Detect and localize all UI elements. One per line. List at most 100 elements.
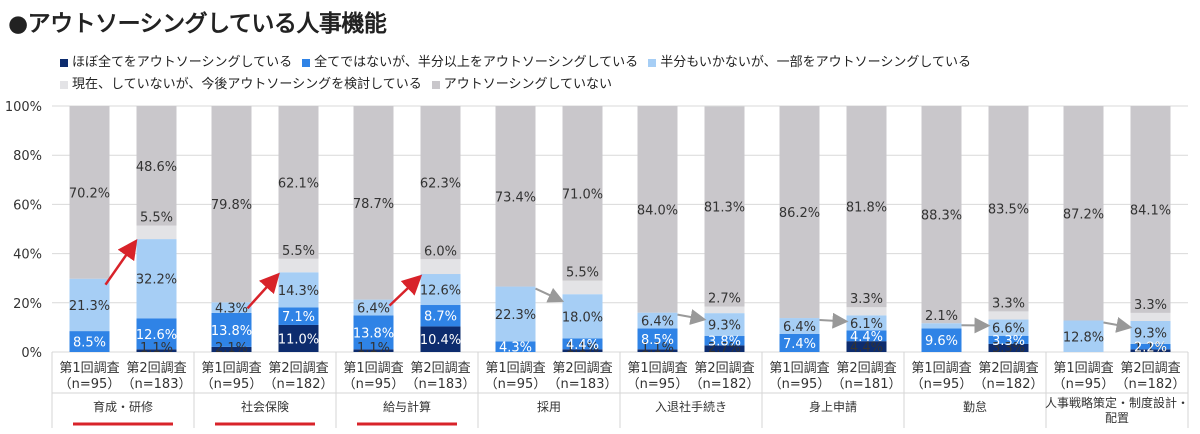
bar-segment <box>495 106 536 287</box>
data-label: 9.3% <box>708 319 741 334</box>
bar-segment <box>211 312 252 347</box>
bar-segment <box>846 341 887 352</box>
x-tick-label: 第2回調査 <box>268 361 328 376</box>
data-label: 18.0% <box>562 310 603 325</box>
data-label: 2.7% <box>708 291 741 306</box>
x-tick-label: 第1回調査 <box>485 361 545 376</box>
bar-segment <box>637 312 678 329</box>
legend-swatch <box>648 58 657 67</box>
bar-segment <box>278 258 319 273</box>
data-label: 2.1% <box>215 341 248 356</box>
trend-arrow <box>104 238 138 286</box>
bar-segment <box>921 106 962 324</box>
bar-segment <box>420 274 461 306</box>
y-tick-label: 80% <box>13 149 42 164</box>
data-label: 13.8% <box>353 326 394 341</box>
data-label: 2.7% <box>708 341 741 356</box>
bar-segment <box>278 307 319 325</box>
group-label: 社会保険 <box>241 399 289 414</box>
trend-arrow <box>388 274 423 307</box>
bar-segment <box>353 349 394 352</box>
data-label: 4.3% <box>499 341 532 356</box>
legend-label: ほぼ全てをアウトソーシングしている <box>72 55 293 70</box>
group-label: 勤怠 <box>963 400 987 414</box>
legend-label: 半分もいかないが、一部をアウトソーシングしている <box>660 55 972 70</box>
bar-segment <box>69 278 110 332</box>
bar-segment <box>779 106 820 319</box>
bar-segment <box>1130 106 1171 313</box>
bar-segment <box>704 306 745 314</box>
data-label: 83.5% <box>988 203 1029 218</box>
legend-swatch <box>431 80 440 89</box>
data-label: 13.8% <box>211 324 252 339</box>
data-label: 71.0% <box>562 187 603 202</box>
bar-segment <box>136 349 177 352</box>
data-label: 6.1% <box>850 317 883 332</box>
x-tick-label: 第1回調査 <box>911 361 971 376</box>
bar-segment <box>779 318 820 334</box>
bar-segment <box>562 294 603 339</box>
bar-segment <box>704 106 745 307</box>
y-tick-label: 100% <box>5 100 42 115</box>
x-tick-label: 第2回調査 <box>694 361 754 376</box>
data-label: 3.3% <box>992 296 1025 311</box>
bar-segment <box>704 336 745 346</box>
bar-segment <box>278 324 319 352</box>
legend-item: 現在、していないが、今後アウトソーシングを検討している <box>60 74 422 96</box>
trend-arrow <box>246 272 280 310</box>
legend-item: 半分もいかないが、一部をアウトソーシングしている <box>648 52 971 74</box>
data-label: 62.3% <box>420 177 461 192</box>
data-label: 78.7% <box>353 197 394 212</box>
x-tick-label: 第2回調査 <box>126 361 186 376</box>
bar-segment <box>637 106 678 313</box>
data-label: 32.2% <box>136 273 177 288</box>
legend-swatch <box>60 80 68 89</box>
x-tick-label: 第1回調査 <box>59 361 119 376</box>
bar-segment <box>420 259 461 275</box>
legend-label: アウトソーシングしていない <box>443 77 613 92</box>
data-label: 12.6% <box>420 284 461 299</box>
data-label: 12.6% <box>136 328 177 343</box>
data-label: 12.8% <box>1063 330 1104 345</box>
bar-segment <box>562 338 603 350</box>
x-tick-label: 第1回調査 <box>627 361 687 376</box>
bar-segment <box>704 345 745 352</box>
bar-segment <box>988 106 1029 312</box>
bar-segment <box>988 343 1029 352</box>
trend-arrow <box>1103 317 1133 333</box>
group-label: 育成・研修 <box>93 399 153 414</box>
data-label: 4.4% <box>850 341 883 356</box>
bar-segment <box>278 272 319 308</box>
trend-arrow <box>677 309 707 325</box>
data-label: 84.1% <box>1130 203 1171 218</box>
x-tick-n: （n=95） <box>343 377 405 392</box>
data-label: 6.4% <box>783 320 816 335</box>
data-label: 62.1% <box>278 176 319 191</box>
data-label: 5.5% <box>140 211 173 226</box>
x-tick-label: 第2回調査 <box>552 361 612 376</box>
x-tick-n: （n=95） <box>59 377 121 392</box>
legend-label: 全てではないが、半分以上をアウトソーシングしている <box>314 55 639 70</box>
bar-segment <box>495 341 536 352</box>
legend-item: アウトソーシングしていない <box>431 74 613 96</box>
x-tick-label: 第2回調査 <box>410 361 470 376</box>
data-label: 22.3% <box>495 308 536 323</box>
bar-segment <box>637 328 678 350</box>
x-tick-label: 第1回調査 <box>201 361 261 376</box>
x-tick-n: （n=181） <box>832 377 902 392</box>
bar-segment <box>1063 320 1104 352</box>
trend-arrow <box>819 312 849 329</box>
bar-segment <box>211 302 252 313</box>
bar-segment <box>988 311 1029 320</box>
data-label: 88.3% <box>921 209 962 224</box>
legend-swatch <box>302 58 311 67</box>
bar-segment <box>1063 106 1104 321</box>
bar-segment <box>136 106 177 226</box>
data-label: 6.0% <box>424 244 457 259</box>
x-tick-n: （n=182） <box>1116 377 1186 392</box>
data-label: 4.4% <box>566 338 599 353</box>
data-label: 81.3% <box>704 200 745 215</box>
data-label: 73.4% <box>495 190 536 205</box>
x-tick-label: 第2回調査 <box>836 361 896 376</box>
